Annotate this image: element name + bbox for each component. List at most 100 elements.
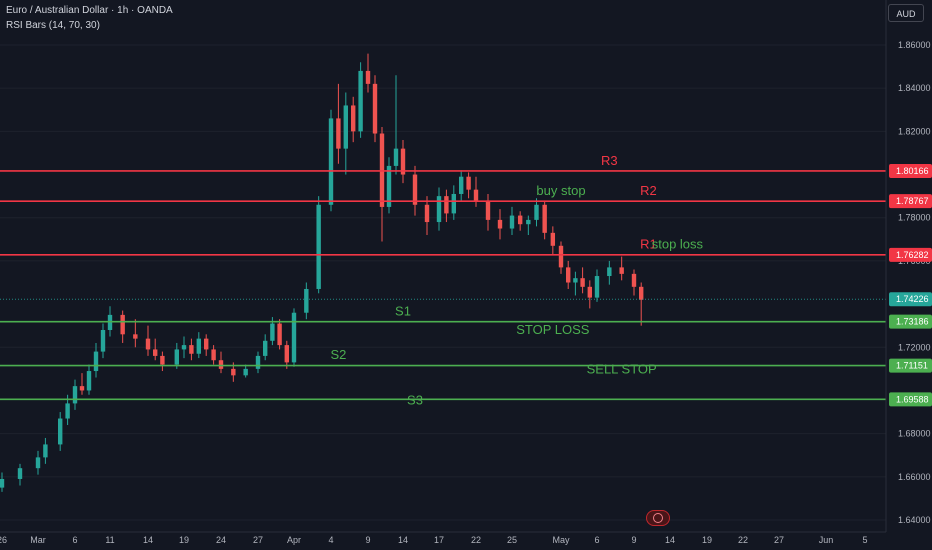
- candle-body: [93, 351, 99, 372]
- candle: [218, 351, 224, 374]
- candle: [451, 185, 456, 220]
- candle: [196, 332, 201, 359]
- price-tag-label: 1.73186: [896, 317, 929, 327]
- annotation-text[interactable]: R1: [640, 236, 657, 251]
- candle: [145, 325, 151, 356]
- annotation-text[interactable]: S3: [407, 392, 423, 407]
- annotation-text[interactable]: R2: [640, 183, 657, 198]
- price-axis-background: [886, 0, 932, 550]
- candle: [587, 280, 592, 309]
- time-tick-label: 27: [253, 535, 263, 545]
- annotation-text[interactable]: R3: [601, 153, 618, 168]
- candle-body: [86, 371, 92, 391]
- time-tick-label: 14: [665, 535, 675, 545]
- time-tick-label: Apr: [287, 535, 301, 545]
- candle-body: [270, 323, 275, 341]
- candle-body: [558, 245, 564, 268]
- candle-body: [573, 278, 578, 283]
- economic-event-icon[interactable]: [646, 510, 670, 526]
- candle: [304, 282, 309, 320]
- candle-body: [400, 148, 406, 175]
- candle-body: [485, 200, 491, 220]
- candle: [534, 198, 539, 227]
- candle: [526, 215, 531, 235]
- candle-body: [189, 345, 194, 354]
- annotation-text[interactable]: buy stop: [536, 183, 585, 198]
- time-axis: 26 Mar 6 11 14 19 24 27 Apr 4 9 14 17 22 25 May 6 9 14 19 22…: [0, 531, 886, 545]
- candle-body: [566, 267, 571, 283]
- candle-body: [424, 204, 430, 223]
- candle-body: [304, 288, 309, 313]
- candle: [351, 96, 356, 143]
- candle: [277, 319, 282, 350]
- candle: [284, 340, 289, 369]
- candle-body: [451, 193, 456, 214]
- time-tick-label: May: [552, 535, 570, 545]
- annotation-text[interactable]: SELL STOP: [587, 362, 657, 377]
- candle-body: [497, 219, 503, 229]
- candle-body: [204, 338, 209, 350]
- candle-body: [351, 105, 356, 132]
- candle: [86, 364, 92, 395]
- candle: [58, 412, 63, 451]
- candle-body: [153, 349, 158, 356]
- price-tag-background: [889, 314, 932, 329]
- candle: [263, 334, 268, 361]
- candle: [517, 211, 523, 231]
- candle: [412, 165, 418, 216]
- candle: [174, 342, 179, 369]
- candle-body: [542, 204, 547, 233]
- candle: [316, 196, 321, 294]
- time-tick-label: Jun: [819, 535, 834, 545]
- candle: [607, 260, 612, 285]
- time-tick-label: 24: [216, 535, 226, 545]
- candle: [424, 196, 430, 235]
- candle: [436, 187, 442, 231]
- candle-body: [58, 418, 63, 445]
- candle: [100, 323, 106, 359]
- candle-body: [174, 349, 179, 365]
- candle-body: [316, 204, 321, 289]
- candle: [79, 373, 85, 395]
- time-tick-label: 9: [631, 535, 636, 545]
- annotation-text[interactable]: S1: [395, 303, 411, 318]
- time-tick-label: 9: [365, 535, 370, 545]
- time-tick-label: 4: [328, 535, 333, 545]
- time-tick-label: 5: [862, 535, 867, 545]
- candle-body: [534, 204, 539, 220]
- time-tick-label: Mar: [30, 535, 46, 545]
- annotation-text[interactable]: S2: [330, 347, 346, 362]
- price-tag: 1.76282: [889, 247, 932, 262]
- candle-body: [291, 312, 297, 363]
- price-tag: 1.78767: [889, 194, 932, 209]
- candle: [328, 109, 334, 212]
- candle: [204, 334, 209, 356]
- candle-body: [607, 267, 612, 277]
- candle-body: [587, 286, 592, 298]
- candle: [485, 193, 491, 231]
- candle-body: [133, 334, 138, 339]
- candle-body: [120, 314, 125, 335]
- candle: [639, 282, 644, 326]
- candle: [336, 83, 341, 164]
- time-tick-label: 22: [471, 535, 481, 545]
- annotation-text[interactable]: STOP LOSS: [516, 322, 590, 337]
- candle-body: [466, 176, 471, 190]
- candle-body: [509, 215, 515, 229]
- price-tick-label: 1.82000: [898, 126, 931, 136]
- candle-body: [218, 360, 224, 369]
- price-tag-background: [889, 358, 932, 373]
- candle: [211, 345, 216, 365]
- candle-body: [594, 276, 600, 298]
- time-tick-label: 6: [594, 535, 599, 545]
- currency-button[interactable]: AUD: [888, 4, 924, 22]
- price-tag-background: [889, 392, 932, 407]
- candle: [291, 308, 297, 367]
- candle: [133, 319, 138, 348]
- price-tag: 1.74226: [889, 292, 932, 307]
- candle-body: [444, 196, 449, 214]
- time-tick-label: 22: [738, 535, 748, 545]
- candle-body: [358, 70, 363, 132]
- annotation-text[interactable]: stop loss: [652, 236, 704, 251]
